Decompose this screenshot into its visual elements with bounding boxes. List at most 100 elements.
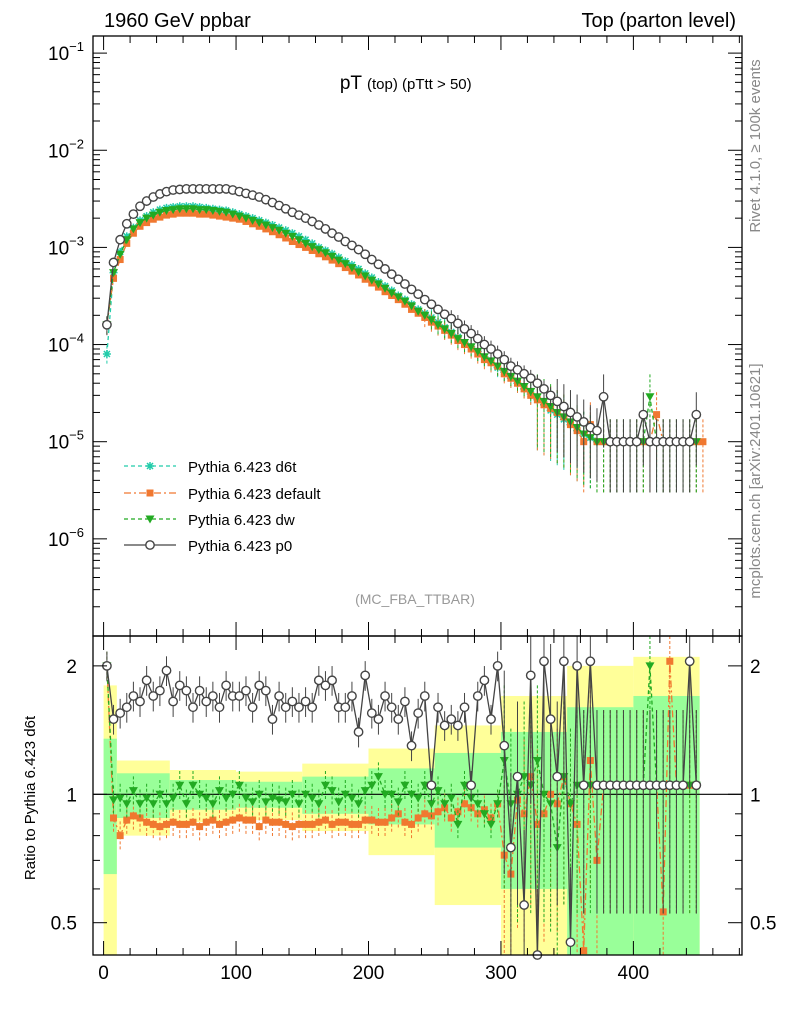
- data-point-p0: [360, 249, 371, 260]
- ratio-point-p0: [154, 685, 165, 696]
- data-point-p0: [598, 391, 609, 402]
- ratio-point-default: [202, 818, 210, 826]
- data-point-p0: [108, 257, 119, 268]
- data-point-p0: [631, 436, 642, 447]
- ratio-point-default: [189, 818, 197, 826]
- ratio-point-p0: [135, 696, 145, 707]
- series-line-dw: [106, 208, 697, 443]
- ratio-point-default: [249, 816, 257, 824]
- ratio-point-dw: [221, 794, 231, 803]
- legend-label-d6t: Pythia 6.423 d6t: [188, 459, 297, 476]
- ratio-point-default: [580, 947, 588, 955]
- ratio-point-dw: [393, 798, 403, 807]
- data-point-d6t: [102, 349, 111, 358]
- data-point-p0: [366, 254, 377, 265]
- ratio-ytick-label-left: 2: [66, 657, 77, 678]
- data-point-dw: [142, 214, 152, 223]
- ratio-axis-label: Ratio to Pythia 6.423 d6t: [22, 715, 39, 880]
- data-point-p0: [439, 309, 450, 320]
- ratio-point-default: [381, 818, 389, 826]
- ratio-point-dw: [148, 800, 158, 809]
- data-point-default: [209, 211, 217, 219]
- ratio-point-p0: [234, 691, 245, 701]
- ratio-ytick-label-right: 1: [750, 785, 761, 806]
- xtick-label: 300: [485, 963, 517, 984]
- ratio-point-default: [461, 800, 469, 808]
- data-point-dw: [512, 377, 522, 386]
- ratio-point-p0: [280, 702, 291, 713]
- ratio-point-p0: [578, 780, 589, 791]
- ratio-point-p0: [439, 720, 450, 731]
- data-point-dw: [347, 264, 357, 273]
- ratio-point-dw: [473, 800, 483, 809]
- ratio-point-default: [295, 820, 303, 828]
- main-data: [102, 184, 707, 493]
- ratio-point-p0: [433, 702, 443, 713]
- ratio-point-default: [235, 814, 243, 822]
- data-point-p0: [545, 390, 556, 401]
- ratio-point-p0: [691, 780, 702, 791]
- ratio-point-dw: [426, 800, 436, 809]
- ratio-point-dw: [493, 800, 503, 809]
- ratio-point-default: [573, 820, 581, 828]
- ratio-point-dw: [565, 800, 575, 809]
- data-point-p0: [479, 339, 490, 350]
- ratio-band-inner: [434, 752, 501, 848]
- ratio-ytick-label-right: 0.5: [750, 914, 776, 935]
- data-point-p0: [333, 232, 344, 242]
- data-point-dw: [413, 307, 423, 316]
- ratio-point-p0: [499, 740, 510, 751]
- data-point-dw: [440, 325, 450, 334]
- data-point-p0: [525, 373, 536, 384]
- ratio-point-p0: [128, 691, 139, 701]
- data-point-dw: [340, 260, 350, 269]
- data-point-p0: [532, 378, 543, 389]
- ratio-point-default: [341, 818, 349, 826]
- data-point-dw: [128, 225, 138, 234]
- xtick-label: 400: [618, 963, 650, 984]
- data-point-dw: [281, 229, 291, 238]
- header-left: 1960 GeV ppbar: [104, 10, 251, 32]
- ratio-point-dw: [539, 790, 549, 799]
- ratio-point-default: [169, 818, 177, 826]
- ratio-point-dw: [479, 810, 489, 819]
- ratio-point-p0: [347, 691, 357, 701]
- ratio-point-p0: [400, 696, 410, 707]
- ratio-point-p0: [214, 702, 225, 713]
- data-point-default: [202, 210, 210, 218]
- data-point-dw: [473, 347, 483, 356]
- legend-symbol-default: [146, 489, 154, 497]
- data-point-p0: [486, 344, 496, 354]
- ratio-point-default: [374, 818, 382, 826]
- data-point-dw: [109, 269, 119, 278]
- data-point-dw: [367, 276, 377, 285]
- legend-entry-p0: Pythia 6.423 p0: [124, 538, 292, 555]
- legend-label-p0: Pythia 6.423 p0: [188, 538, 292, 555]
- data-point-dw: [400, 297, 410, 306]
- main-ytick-label: 10−5: [48, 428, 84, 454]
- data-point-dw: [393, 293, 403, 302]
- legend-marker-d6t: [124, 462, 176, 470]
- data-point-dw: [373, 280, 383, 289]
- ratio-point-p0: [452, 720, 463, 731]
- ratio-point-default: [136, 814, 144, 822]
- data-point-p0: [459, 323, 470, 334]
- data-point-dw: [195, 206, 205, 215]
- data-point-dw: [115, 250, 125, 259]
- data-point-dw: [506, 372, 516, 381]
- ratio-point-p0: [194, 685, 205, 696]
- data-point-default: [653, 411, 661, 419]
- ratio-point-default: [308, 820, 316, 828]
- ratio-point-dw: [314, 800, 324, 809]
- ratio-point-p0: [466, 780, 477, 791]
- ratio-point-dw: [181, 800, 191, 809]
- ratio-point-dw: [188, 781, 198, 790]
- ratio-point-default: [474, 810, 482, 818]
- data-point-p0: [565, 407, 576, 418]
- data-point-p0: [691, 409, 702, 420]
- ratio-point-default: [666, 657, 674, 665]
- data-point-dw: [188, 205, 198, 214]
- ratio-point-dw: [248, 798, 258, 807]
- data-point-p0: [539, 383, 549, 394]
- ratio-data: [102, 636, 702, 960]
